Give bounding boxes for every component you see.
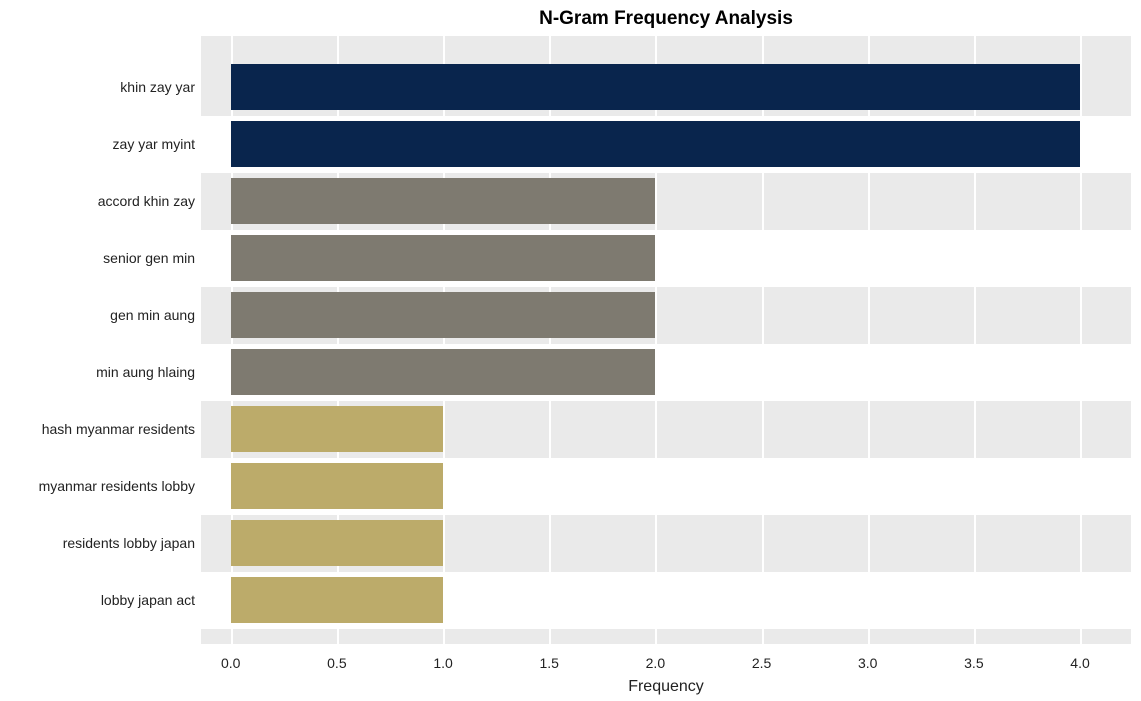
y-tick-label: khin zay yar [120, 80, 195, 94]
y-tick-label: residents lobby japan [63, 536, 195, 550]
bar [231, 292, 656, 338]
y-tick-label: hash myanmar residents [42, 422, 195, 436]
bar [231, 64, 1080, 110]
ngram-bar-chart: N-Gram Frequency Analysis khin zay yar za… [0, 0, 1141, 701]
x-tick-label: 1.0 [433, 655, 452, 671]
bar [231, 520, 443, 566]
y-tick-label: zay yar myint [113, 137, 195, 151]
y-tick-label: lobby japan act [101, 593, 195, 607]
bar [231, 235, 656, 281]
y-tick-label: senior gen min [103, 251, 195, 265]
x-axis-title: Frequency [628, 678, 704, 696]
plot-area [201, 36, 1131, 644]
x-grid-line [1080, 36, 1082, 644]
x-tick-label: 2.0 [646, 655, 665, 671]
x-tick-label: 0.5 [327, 655, 346, 671]
chart-title: N-Gram Frequency Analysis [539, 8, 793, 30]
y-tick-label: accord khin zay [98, 194, 195, 208]
grid-band [201, 36, 1131, 59]
y-tick-label: min aung hlaing [96, 365, 195, 379]
bar [231, 406, 443, 452]
x-tick-label: 3.5 [964, 655, 983, 671]
x-tick-label: 0.0 [221, 655, 240, 671]
x-tick-label: 3.0 [858, 655, 877, 671]
y-tick-label: gen min aung [110, 308, 195, 322]
y-tick-label: myanmar residents lobby [39, 479, 195, 493]
x-tick-label: 2.5 [752, 655, 771, 671]
grid-band [201, 629, 1131, 645]
bar [231, 121, 1080, 167]
bar [231, 577, 443, 623]
x-tick-label: 1.5 [539, 655, 558, 671]
bar [231, 349, 656, 395]
bar [231, 463, 443, 509]
x-tick-label: 4.0 [1070, 655, 1089, 671]
bar [231, 178, 656, 224]
